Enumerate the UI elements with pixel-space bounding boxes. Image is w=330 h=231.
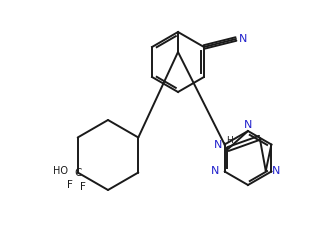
Text: N: N: [239, 34, 247, 44]
Text: N: N: [272, 166, 280, 176]
Text: N: N: [211, 167, 220, 176]
Text: N: N: [214, 140, 222, 150]
Text: HO: HO: [53, 167, 68, 176]
Text: H: H: [227, 136, 233, 145]
Text: N: N: [244, 120, 252, 130]
Text: F: F: [80, 182, 85, 191]
Text: 1: 1: [222, 142, 226, 146]
Text: F: F: [67, 180, 73, 191]
Text: C: C: [74, 167, 82, 177]
